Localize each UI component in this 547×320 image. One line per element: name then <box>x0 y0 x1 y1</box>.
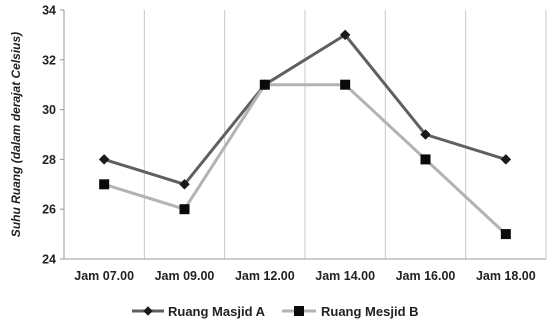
grid-lines <box>143 10 547 259</box>
series-square <box>99 79 511 240</box>
data-point-diamond <box>179 178 190 190</box>
data-point-diamond <box>420 129 431 140</box>
legend-marker-square <box>294 306 304 316</box>
y-tick-label: 24 <box>42 253 56 267</box>
x-tick-label: Jam 12.00 <box>235 269 295 283</box>
x-tick-label: Jam 14.00 <box>315 269 375 283</box>
series-line <box>103 33 507 186</box>
data-point-diamond <box>98 154 110 165</box>
axes <box>63 10 546 260</box>
y-tick-label: 30 <box>42 103 56 117</box>
data-point-square <box>500 229 511 240</box>
data-point-square <box>340 79 351 90</box>
y-tick-label: 28 <box>42 153 56 167</box>
legend-label: Ruang Masjid A <box>168 304 266 319</box>
legend-item: Ruang Masjid A <box>132 304 266 319</box>
data-point-square <box>99 179 110 190</box>
x-tick-label: Jam 18.00 <box>476 269 536 283</box>
series-line <box>103 83 507 236</box>
data-point-diamond <box>339 29 351 41</box>
data-point-square <box>420 154 431 165</box>
legend-item: Ruang Mesjid B <box>282 304 419 319</box>
x-tick-label: Jam 07.00 <box>74 269 134 283</box>
y-tick-label: 32 <box>42 53 56 67</box>
y-tick-labels: 24 26 28 30 32 34 <box>42 4 64 267</box>
x-tick-label: Jam 16.00 <box>396 269 456 283</box>
legend-marker-diamond <box>143 306 153 316</box>
data-point-square <box>179 204 190 215</box>
y-tick-label: 26 <box>42 203 56 217</box>
legend: Ruang Masjid A Ruang Mesjid B <box>132 304 419 319</box>
x-tick-labels: Jam 07.00 Jam 09.00 Jam 12.00 Jam 14.00 Jam … <box>74 269 535 283</box>
data-point-square <box>259 79 270 90</box>
legend-label: Ruang Mesjid B <box>321 304 419 319</box>
series <box>98 29 512 240</box>
y-axis-label: Suhu Ruang (dalam derajat Celsius) <box>9 32 23 237</box>
y-tick-label: 34 <box>42 4 56 18</box>
x-tick-label: Jam 09.00 <box>155 269 215 283</box>
data-point-diamond <box>500 154 512 165</box>
